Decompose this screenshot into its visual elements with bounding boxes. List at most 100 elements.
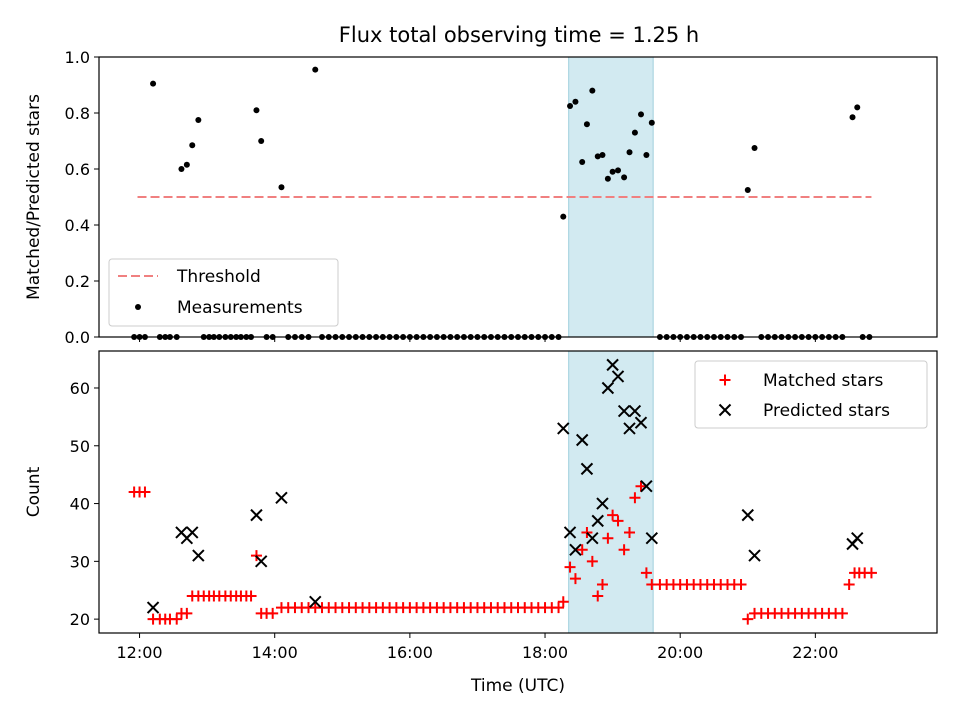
matched-stars-point (635, 480, 647, 492)
legend-predicted-swatch (718, 403, 732, 417)
predicted-stars-point (634, 416, 648, 429)
measurement-point (258, 138, 265, 144)
measurement-point (621, 174, 628, 181)
top-plot: 0.0 0.2 0.4 0.6 0.8 1.0 Matched/Predicted star… (24, 48, 938, 347)
measurement-point (150, 80, 157, 87)
x-tick-label: 22:00 (792, 643, 838, 662)
y-tick-label: 0.0 (65, 328, 90, 347)
legend-measurements-swatch (135, 304, 141, 310)
measurement-point (615, 167, 622, 174)
y-tick-label: 0.8 (65, 104, 90, 123)
matched-stars-point (735, 578, 747, 590)
x-tick-label: 16:00 (387, 643, 433, 662)
matched-stars-point (607, 509, 619, 521)
measurement-point (849, 114, 856, 121)
measurement-point (637, 111, 644, 118)
predicted-stars-point (580, 462, 594, 476)
matched-stars-point (640, 567, 652, 579)
matched-stars-point (139, 486, 151, 498)
legend-box (108, 258, 339, 327)
measurement-point (609, 168, 616, 175)
y-tick-label: 50 (70, 437, 90, 456)
predicted-stars-point (851, 532, 864, 545)
y-tick-label: 0.6 (65, 160, 90, 179)
y-tick-label: 30 (70, 552, 90, 571)
predicted-stars-point (563, 526, 577, 539)
matched-stars-point (592, 590, 604, 602)
predicted-stars-point (569, 543, 582, 556)
bottom-legend: Matched stars Predicted stars (694, 360, 928, 429)
predicted-stars-point (275, 491, 288, 504)
measurement-point (594, 153, 601, 160)
legend-matched-swatch (719, 374, 731, 386)
predicted-stars-point (645, 532, 659, 545)
matched-stars-point (602, 532, 614, 544)
matched-stars-point (557, 596, 569, 608)
measurement-point (253, 107, 260, 114)
legend-predicted-label: Predicted stars (763, 401, 890, 421)
measurement-point (751, 145, 758, 151)
measurement-point (626, 149, 633, 156)
y-tick-label: 0.2 (65, 272, 90, 291)
measurement-point (579, 159, 586, 165)
predicted-stars-point (606, 358, 619, 372)
matched-stars-point (618, 544, 630, 556)
measurement-point (648, 119, 655, 126)
predicted-stars-point (557, 422, 570, 435)
measurement-point (560, 213, 567, 220)
matched-stars-point (171, 613, 183, 625)
bottom-plot: 20 30 40 50 60 12:00 14:00 16:00 18:00 20:00 22:00… (24, 350, 938, 696)
predicted-stars-point (192, 549, 205, 562)
matched-stars-point (586, 555, 598, 567)
predicted-stars-point (309, 595, 322, 609)
matched-stars-point (624, 526, 636, 538)
y-axis-label: Count (24, 466, 44, 517)
predicted-stars-point (601, 381, 615, 395)
highlight-span (568, 350, 654, 634)
top-legend: Threshold Measurements (108, 258, 339, 327)
predicted-stars-point (596, 497, 609, 510)
measurement-point (178, 166, 185, 172)
measurement-point (567, 103, 574, 109)
matched-stars-point (245, 590, 257, 602)
measurement-point (183, 161, 190, 168)
x-axis-label: Time (UTC) (470, 676, 565, 696)
predicted-stars-point (623, 422, 636, 435)
measurement-point (572, 98, 579, 105)
predicted-stars-point (250, 508, 263, 522)
predicted-stars-point (748, 549, 761, 562)
predicted-stars-point (586, 532, 599, 545)
matched-stars-point (742, 613, 754, 625)
measurement-point (189, 142, 196, 149)
x-tick-label: 14:00 (252, 643, 298, 662)
predicted-stars-point (611, 370, 625, 383)
x-tick-label: 12:00 (116, 643, 162, 662)
measurement-point (744, 187, 751, 193)
measurement-point (583, 121, 590, 128)
predicted-stars-point (640, 480, 653, 493)
chart-title: Flux total observing time = 1.25 h (339, 23, 699, 47)
predicted-stars-point (575, 433, 589, 447)
predicted-stars-point (617, 404, 631, 418)
predicted-stars-point (186, 526, 199, 539)
y-tick-label: 40 (70, 495, 90, 514)
predicted-stars-point (254, 555, 268, 568)
matched-stars-point (596, 578, 608, 590)
matched-stars-point (843, 578, 855, 590)
legend-threshold-label: Threshold (176, 267, 261, 287)
matched-stars-point (612, 515, 624, 527)
y-tick-label: 0.4 (65, 216, 90, 235)
matched-stars-point (865, 567, 877, 579)
measurement-point (631, 129, 638, 136)
predicted-stars-point (628, 404, 642, 418)
predicted-stars-point (591, 514, 604, 528)
measurement-point (854, 104, 861, 111)
measurement-point (312, 66, 319, 73)
matched-stars-point (629, 492, 641, 504)
x-tick-label: 18:00 (522, 643, 568, 662)
bottom-axes-frame (98, 350, 938, 634)
measurement-point (643, 152, 650, 158)
matched-stars-point (267, 607, 279, 619)
